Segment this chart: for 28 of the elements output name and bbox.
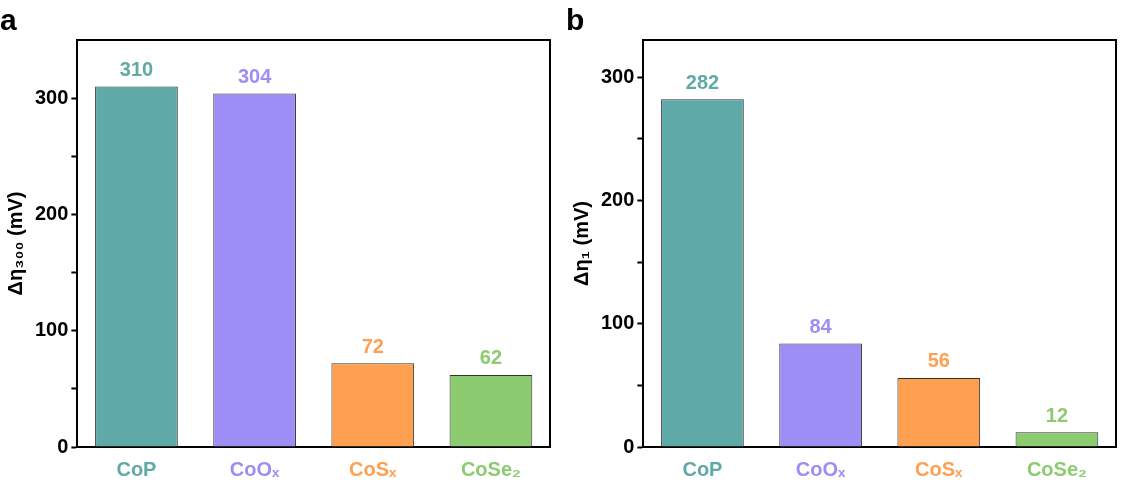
y-tick-label: 100 <box>600 311 635 334</box>
y-axis-title: Δη₁ (mV) <box>569 201 592 286</box>
data-label: 304 <box>237 65 273 88</box>
x-tick-label: CoSe₂ <box>460 457 521 480</box>
x-tick-label: CoSe₂ <box>1026 457 1087 480</box>
x-tick-label: CoSₓ <box>349 457 398 480</box>
data-label: 72 <box>361 334 384 357</box>
x-tick-label: CoP <box>116 457 157 480</box>
chart-title: a <box>0 3 17 37</box>
y-axis-title: Δη₃₀₀ (mV) <box>3 191 26 296</box>
y-tick-label: 0 <box>623 434 635 457</box>
x-tick-label: CoSₓ <box>915 457 964 480</box>
y-tick-label: 100 <box>34 318 69 341</box>
y-tick-label: 300 <box>34 85 69 108</box>
x-tick-label: CoOₓ <box>795 457 847 480</box>
x-tick-label: CoP <box>682 457 723 480</box>
data-label: 56 <box>927 349 950 372</box>
y-tick-label: 200 <box>600 187 635 210</box>
chart-title: b <box>566 3 585 37</box>
data-label: 12 <box>1045 403 1069 426</box>
y-tick-label: 0 <box>57 434 69 457</box>
data-label: 84 <box>809 314 833 337</box>
data-label: 282 <box>685 70 720 93</box>
y-tick-label: 300 <box>600 64 635 87</box>
data-label: 310 <box>119 58 154 81</box>
data-label: 62 <box>479 346 503 369</box>
y-tick-label: 200 <box>34 201 69 224</box>
x-tick-label: CoOₓ <box>229 457 281 480</box>
